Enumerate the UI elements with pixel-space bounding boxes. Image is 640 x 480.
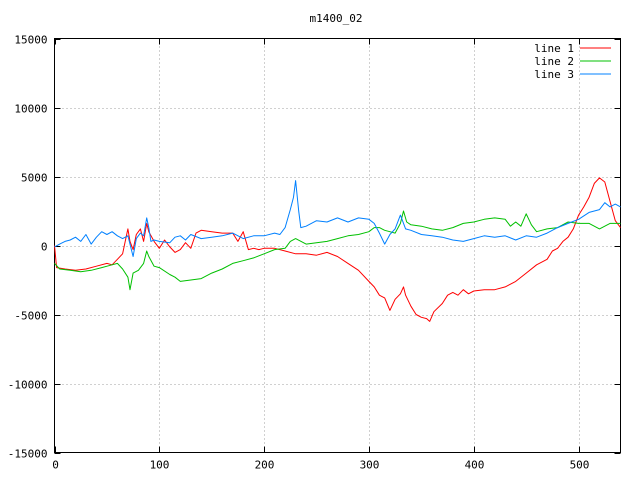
legend-label-3: line 3 (534, 68, 574, 81)
legend-label-1: line 1 (534, 42, 574, 55)
plot-frame (54, 38, 621, 453)
grid (54, 38, 621, 453)
axis-ticks: 0 100 200 300 400 500 -15000 -10000 -5000 0 5000 10… (8, 34, 621, 472)
x-tick-label: 100 (150, 459, 170, 472)
series-line-3 (54, 180, 621, 257)
chart-title: m1400_02 (310, 12, 363, 25)
y-tick-label: 10000 (14, 103, 47, 116)
y-tick-label: 15000 (14, 34, 47, 47)
y-tick-label: 5000 (21, 172, 48, 185)
y-tick-label: -10000 (8, 379, 48, 392)
legend-label-2: line 2 (534, 55, 574, 68)
series-line-2 (54, 210, 621, 291)
series-line-1 (54, 177, 621, 322)
x-tick-label: 0 (52, 459, 59, 472)
x-tick-label: 300 (360, 459, 380, 472)
series-group (54, 177, 621, 322)
x-tick-label: 500 (570, 459, 590, 472)
x-tick-label: 400 (465, 459, 485, 472)
y-tick-label: -5000 (14, 310, 47, 323)
y-tick-label: -15000 (8, 448, 48, 461)
y-tick-label: 0 (41, 241, 48, 254)
x-tick-label: 200 (255, 459, 275, 472)
